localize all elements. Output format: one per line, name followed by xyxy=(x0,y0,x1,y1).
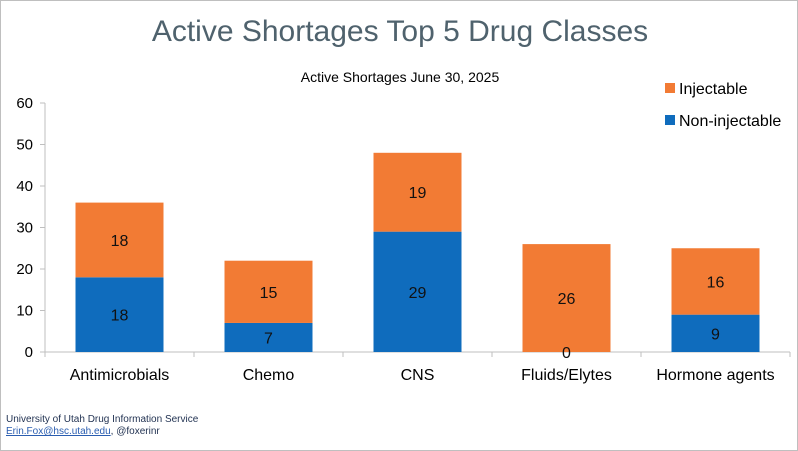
bars xyxy=(75,152,760,352)
axes: 0 10 20 30 40 50 60 xyxy=(16,95,791,361)
y-tick-label: 0 xyxy=(25,344,33,361)
data-label-non-injectable: 29 xyxy=(409,285,427,302)
y-tick-label: 30 xyxy=(16,220,33,237)
y-tick-label: 50 xyxy=(16,137,33,154)
data-label-injectable: 16 xyxy=(707,274,725,291)
bar-injectable xyxy=(671,248,760,315)
data-label-injectable: 19 xyxy=(409,185,427,202)
chart-subtitle: Active Shortages June 30, 2025 xyxy=(301,69,500,85)
category-label: Fluids/Elytes xyxy=(521,367,612,384)
bar-injectable xyxy=(75,202,164,278)
data-label-non-injectable: 18 xyxy=(111,308,129,325)
chart-title: Active Shortages Top 5 Drug Classes xyxy=(152,15,648,48)
credits-handle: , @foxerinr xyxy=(110,426,160,437)
y-tick-label: 40 xyxy=(16,178,33,195)
category-label: Chemo xyxy=(243,367,295,384)
data-label-injectable: 18 xyxy=(111,233,129,250)
credits: University of Utah Drug Information Serv… xyxy=(6,414,198,438)
legend-swatch-injectable xyxy=(665,83,675,93)
category-label: CNS xyxy=(401,367,435,384)
labels: 18 18 Antimicrobials 7 15 Chemo 29 19 CNS 0 26 Flui… xyxy=(70,185,775,384)
y-tick-label: 10 xyxy=(16,303,33,320)
y-tick-label: 20 xyxy=(16,261,33,278)
bar-injectable xyxy=(373,152,462,232)
bar-non-injectable xyxy=(75,277,164,352)
bar-injectable xyxy=(522,244,611,352)
bar-non-injectable xyxy=(224,322,313,352)
credits-email-link[interactable]: Erin.Fox@hsc.utah.edu xyxy=(6,426,111,437)
bar-injectable xyxy=(224,260,313,323)
bar-non-injectable xyxy=(671,314,760,352)
data-label-non-injectable: 0 xyxy=(562,345,571,362)
category-label: Antimicrobials xyxy=(70,367,170,384)
legend-swatch-non-injectable xyxy=(665,115,675,125)
data-label-injectable: 26 xyxy=(558,291,576,308)
y-tick-label: 60 xyxy=(16,95,33,112)
legend: Injectable Non-injectable xyxy=(665,81,781,130)
data-label-non-injectable: 9 xyxy=(711,326,720,343)
category-label: Hormone agents xyxy=(656,367,774,384)
data-label-injectable: 15 xyxy=(260,285,278,302)
bar-non-injectable xyxy=(373,231,462,352)
legend-label-injectable: Injectable xyxy=(679,81,748,98)
credits-org: University of Utah Drug Information Serv… xyxy=(6,414,199,425)
data-label-non-injectable: 7 xyxy=(264,330,273,347)
legend-label-non-injectable: Non-injectable xyxy=(679,113,781,130)
